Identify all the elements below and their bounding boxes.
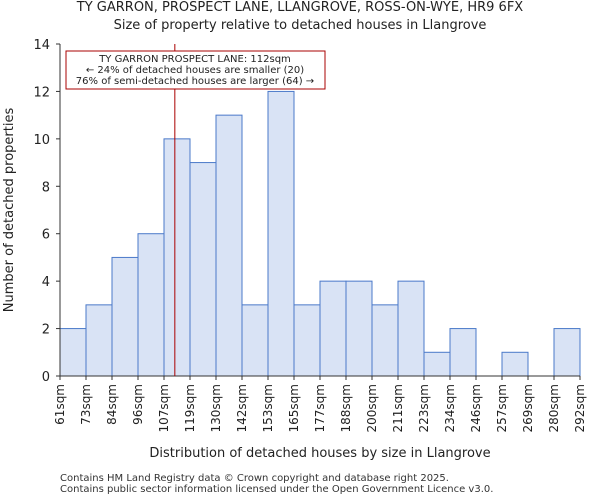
bar-153sqm bbox=[267, 90, 295, 377]
y-tick-label: 14 bbox=[33, 38, 50, 53]
chart-subtitle: Size of property relative to detached ho… bbox=[113, 18, 487, 33]
y-tick-label: 12 bbox=[33, 85, 50, 100]
y-tick-label: 4 bbox=[42, 275, 50, 290]
y-axis: 0 2 4 6 8 10 12 14 bbox=[33, 38, 61, 385]
x-tick-label: 200sqm bbox=[365, 384, 379, 432]
bar-73sqm bbox=[85, 304, 113, 377]
annotation-line-2: ← 24% of detached houses are smaller (20… bbox=[86, 65, 304, 76]
x-axis: 61sqm 73sqm 84sqm 96sqm 107sqm 119sqm 130sqm 14… bbox=[53, 375, 587, 432]
x-tick-label: 269sqm bbox=[521, 384, 535, 432]
y-tick-label: 0 bbox=[42, 370, 50, 385]
y-tick-label: 10 bbox=[33, 133, 50, 148]
x-tick-label: 280sqm bbox=[547, 384, 561, 432]
x-tick-label: 165sqm bbox=[287, 384, 301, 432]
x-tick-label: 130sqm bbox=[209, 384, 223, 432]
footer-line-2: Contains public sector information licen… bbox=[60, 484, 494, 495]
bar-200sqm bbox=[371, 304, 399, 377]
annotation-line-3: 76% of semi-detached houses are larger (… bbox=[76, 76, 314, 87]
bar-165sqm bbox=[293, 304, 321, 377]
bar-96sqm bbox=[137, 233, 165, 377]
x-tick-label: 96sqm bbox=[131, 384, 145, 425]
bar-119sqm bbox=[189, 162, 217, 377]
x-tick-label: 246sqm bbox=[469, 384, 483, 432]
x-tick-label: 142sqm bbox=[235, 384, 249, 432]
y-tick-label: 6 bbox=[42, 228, 50, 243]
bar-211sqm bbox=[397, 280, 425, 377]
bar-130sqm bbox=[215, 114, 243, 377]
bar-61sqm bbox=[59, 328, 87, 377]
x-tick-label: 61sqm bbox=[53, 384, 67, 425]
x-tick-label: 257sqm bbox=[495, 384, 509, 432]
x-tick-label: 234sqm bbox=[443, 384, 457, 432]
bar-142sqm bbox=[241, 304, 269, 377]
y-tick-label: 2 bbox=[42, 323, 50, 338]
bar-257sqm bbox=[501, 351, 529, 377]
bar-234sqm bbox=[449, 328, 477, 377]
bar-280sqm bbox=[553, 328, 581, 377]
x-tick-label: 292sqm bbox=[573, 384, 587, 432]
annotation-line-1: TY GARRON PROSPECT LANE: 112sqm bbox=[98, 54, 291, 65]
x-axis-label: Distribution of detached houses by size … bbox=[149, 446, 490, 461]
x-tick-label: 84sqm bbox=[105, 384, 119, 425]
x-tick-label: 119sqm bbox=[183, 384, 197, 432]
annotation-box bbox=[65, 50, 326, 90]
y-axis-label: Number of detached properties bbox=[2, 108, 17, 313]
chart-title: TY GARRON, PROSPECT LANE, LLANGROVE, ROS… bbox=[76, 0, 524, 15]
x-tick-label: 153sqm bbox=[261, 384, 275, 432]
x-tick-label: 73sqm bbox=[79, 384, 93, 425]
x-tick-label: 177sqm bbox=[313, 384, 327, 432]
bar-188sqm bbox=[345, 280, 373, 377]
x-tick-label: 107sqm bbox=[157, 384, 171, 432]
bar-107sqm bbox=[163, 138, 191, 377]
x-tick-label: 223sqm bbox=[417, 384, 431, 432]
bar-84sqm bbox=[111, 256, 139, 377]
footer-line-1: Contains HM Land Registry data © Crown c… bbox=[60, 473, 449, 484]
x-tick-label: 211sqm bbox=[391, 384, 405, 432]
bar-177sqm bbox=[319, 280, 347, 377]
y-tick-label: 8 bbox=[42, 180, 50, 195]
x-tick-label: 188sqm bbox=[339, 384, 353, 432]
bars-group bbox=[59, 90, 581, 377]
bar-223sqm bbox=[423, 351, 451, 377]
